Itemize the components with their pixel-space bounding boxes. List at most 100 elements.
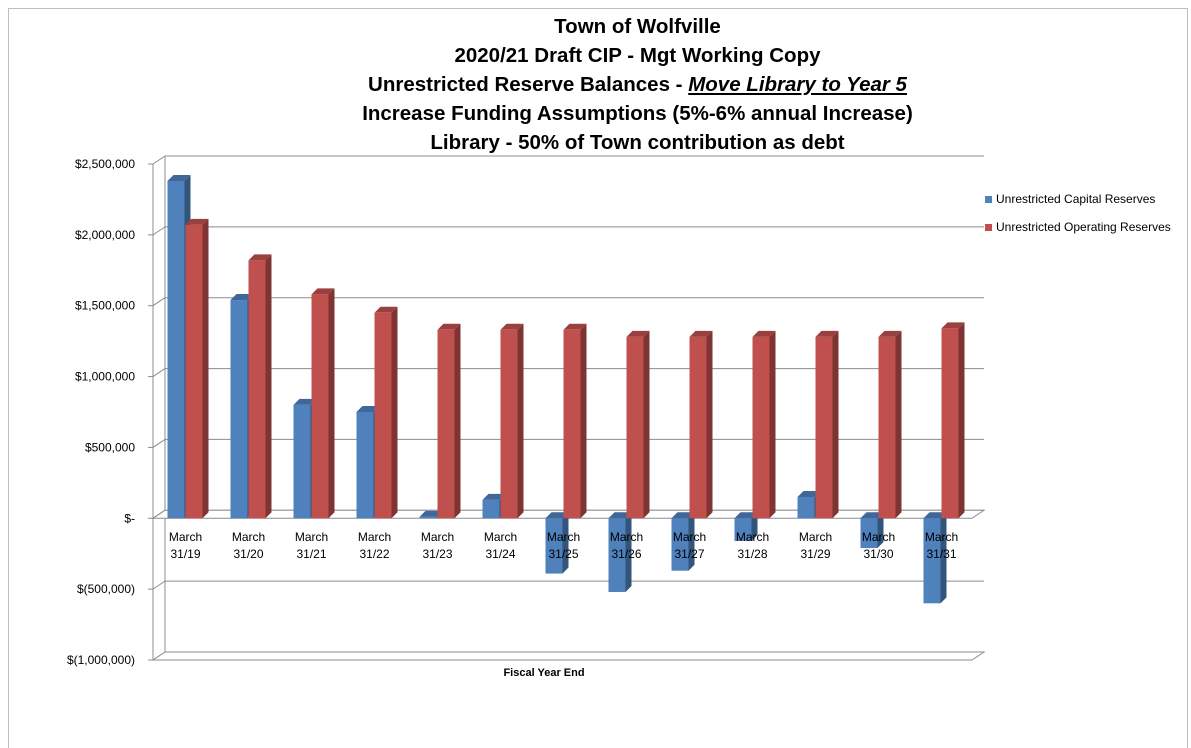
bar-operating bbox=[626, 336, 644, 519]
legend-swatch-capital bbox=[985, 195, 992, 203]
bar-side bbox=[562, 512, 569, 574]
gridline-side bbox=[152, 580, 166, 590]
x-tick-label: March bbox=[169, 530, 202, 544]
bar-operating bbox=[689, 336, 707, 519]
x-tick-label: March bbox=[862, 530, 895, 544]
bar-top bbox=[248, 254, 272, 261]
bar-capital bbox=[923, 518, 941, 604]
bar-top bbox=[356, 406, 380, 412]
bar-top bbox=[626, 330, 650, 337]
legend-swatch-operating bbox=[985, 223, 992, 231]
bar-operating bbox=[311, 294, 329, 519]
bar-side bbox=[832, 330, 839, 519]
x-tick-label: 31/28 bbox=[737, 547, 767, 561]
bar-top bbox=[419, 510, 443, 517]
gridline-side bbox=[152, 439, 166, 448]
bar-operating bbox=[500, 329, 518, 519]
bar-top bbox=[437, 323, 461, 330]
x-tick-label: March bbox=[736, 530, 769, 544]
bar-top bbox=[293, 398, 317, 405]
bar-capital bbox=[419, 516, 437, 519]
bar-side bbox=[580, 323, 587, 519]
bar-side bbox=[643, 330, 650, 519]
x-tick-label: March bbox=[484, 530, 517, 544]
x-tick-label: 31/26 bbox=[611, 547, 641, 561]
bar-top bbox=[923, 512, 947, 519]
legend-item-capital: Unrestricted Capital Reserves bbox=[985, 192, 1171, 206]
bar-side bbox=[517, 323, 524, 519]
bar-side bbox=[625, 512, 632, 592]
x-tick-label: 31/31 bbox=[926, 547, 956, 561]
y-tick-label: $500,000 bbox=[85, 440, 135, 454]
x-tick-label: March bbox=[610, 530, 643, 544]
x-tick-label: 31/21 bbox=[296, 547, 326, 561]
title-line-2: 2020/21 Draft CIP - Mgt Working Copy bbox=[454, 44, 821, 67]
bar-operating bbox=[185, 224, 203, 519]
y-tick-label: $(1,000,000) bbox=[67, 653, 135, 667]
bar-top bbox=[482, 493, 506, 500]
bar-top bbox=[500, 323, 524, 330]
bar-top bbox=[671, 512, 695, 519]
bar-top bbox=[689, 330, 713, 337]
x-tick-label: March bbox=[295, 530, 328, 544]
bar-top bbox=[185, 218, 209, 225]
bar-capital bbox=[167, 181, 185, 519]
x-tick-label: March bbox=[547, 530, 580, 544]
bar-side bbox=[877, 512, 884, 549]
bar-side bbox=[202, 218, 209, 519]
bar-top bbox=[311, 288, 335, 295]
bar-side bbox=[265, 254, 272, 519]
bar-operating bbox=[878, 336, 896, 519]
bar-capital bbox=[671, 518, 689, 571]
bar-side bbox=[391, 306, 398, 519]
title-line-4: Increase Funding Assumptions (5%-6% annu… bbox=[362, 102, 913, 125]
x-tick-label: March bbox=[358, 530, 391, 544]
bar-top bbox=[734, 512, 758, 519]
bar-top bbox=[815, 330, 839, 337]
x-tick-label: 31/24 bbox=[485, 547, 515, 561]
chart-frame bbox=[8, 8, 1188, 748]
bar-side bbox=[958, 322, 965, 519]
legend-item-operating: Unrestricted Operating Reserves bbox=[985, 220, 1171, 234]
bar-capital bbox=[293, 404, 311, 519]
bar-capital bbox=[356, 412, 374, 519]
bar-side bbox=[688, 512, 695, 571]
floor-plane bbox=[151, 651, 986, 661]
bar-top bbox=[545, 512, 569, 519]
bar-capital bbox=[230, 300, 248, 519]
x-tick-label: 31/27 bbox=[674, 547, 704, 561]
x-tick-label: March bbox=[421, 530, 454, 544]
x-tick-label: March bbox=[232, 530, 265, 544]
bar-side bbox=[706, 330, 713, 519]
bar-capital bbox=[545, 518, 563, 574]
title-line-3-emphasis: Move Library to Year 5 bbox=[688, 73, 907, 96]
title-line-5: Library - 50% of Town contribution as de… bbox=[430, 131, 845, 154]
bar-top bbox=[563, 323, 587, 330]
bar-side bbox=[895, 330, 902, 519]
bar-capital bbox=[482, 499, 500, 519]
chart-title: Town of Wolfville 2020/21 Draft CIP - Mg… bbox=[0, 12, 1191, 157]
gridline-side bbox=[152, 155, 166, 165]
bar-operating bbox=[374, 312, 392, 519]
x-axis-title: Fiscal Year End bbox=[503, 667, 584, 679]
x-tick-label: 31/23 bbox=[422, 547, 452, 561]
x-tick-label: 31/22 bbox=[359, 547, 389, 561]
bar-side bbox=[751, 512, 758, 541]
bar-operating bbox=[563, 329, 581, 519]
title-line-3: Unrestricted Reserve Balances - Move Lib… bbox=[84, 70, 1191, 99]
bar-top bbox=[752, 330, 776, 337]
x-tick-label: 31/30 bbox=[863, 547, 893, 561]
gridline-side bbox=[152, 297, 166, 307]
bar-top bbox=[860, 512, 884, 519]
bar-top bbox=[797, 491, 821, 498]
bar-operating bbox=[248, 260, 266, 519]
bar-capital bbox=[797, 497, 815, 519]
bar-side bbox=[769, 330, 776, 519]
bar-operating bbox=[437, 329, 455, 519]
title-line-3-prefix: Unrestricted Reserve Balances - bbox=[368, 73, 689, 96]
bar-capital bbox=[860, 518, 878, 549]
x-tick-label: March bbox=[673, 530, 706, 544]
bar-top bbox=[167, 175, 191, 182]
y-tick-label: $(500,000) bbox=[77, 582, 135, 596]
